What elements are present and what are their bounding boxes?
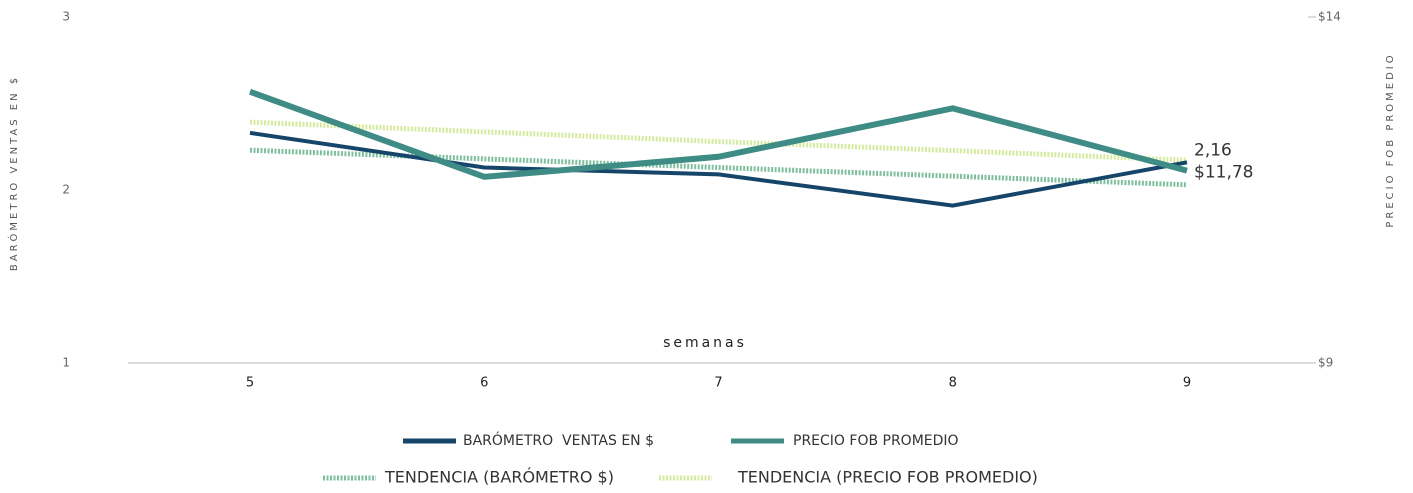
legend-label: TENDENCIA (BARÓMETRO $): [384, 468, 614, 487]
y-tick-label: 3: [62, 10, 70, 24]
x-axis-label: semanas: [663, 335, 747, 351]
x-tick-label: 9: [1183, 376, 1191, 391]
y-tick-label: 1: [62, 356, 70, 370]
series-line: [249, 130, 1188, 208]
data-label: $11,78: [1194, 163, 1253, 183]
series-line: [248, 88, 1188, 180]
x-tick-label: 6: [480, 376, 488, 391]
y2-tick-label: $9: [1318, 356, 1333, 370]
x-tick-label: 7: [714, 376, 722, 391]
x-tick-label: 5: [246, 376, 254, 391]
x-tick-label: 8: [949, 376, 957, 391]
data-label: 2,16: [1194, 140, 1232, 160]
y2-tick-label: $14: [1318, 10, 1341, 24]
y2-axis-label: PRECIO FOB PROMEDIO: [1385, 52, 1396, 227]
legend-label: BARÓMETRO VENTAS EN $: [463, 431, 654, 449]
legend-label: PRECIO FOB PROMEDIO: [793, 433, 959, 449]
trend-line: [249, 119, 1188, 163]
y-tick-label: 2: [62, 183, 70, 197]
legend-label: TENDENCIA (PRECIO FOB PROMEDIO): [737, 468, 1038, 487]
trend-line: [249, 147, 1188, 188]
y-axis-label: BARÓMETRO VENTAS EN $: [7, 75, 20, 271]
